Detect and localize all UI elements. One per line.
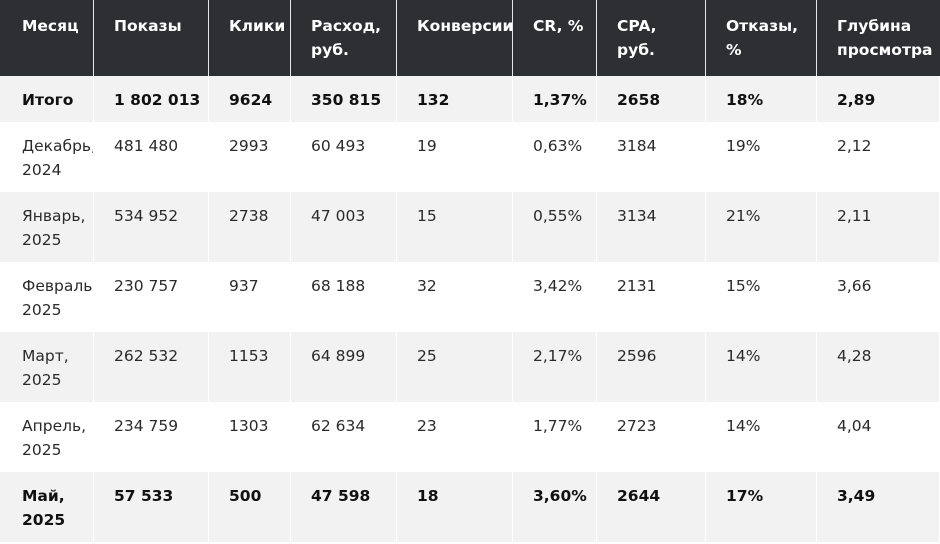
row-depth: 2,11 [817, 192, 940, 262]
header-month: Месяц [0, 0, 94, 76]
row-cr: 0,63% [513, 122, 597, 192]
row-clicks: 937 [209, 262, 291, 332]
row-cpa: 2596 [597, 332, 706, 402]
table-header: Месяц Показы Клики Расход, руб. Конверсии… [0, 0, 940, 76]
row-clicks: 1303 [209, 402, 291, 472]
total-row: Итого 1 802 013 9624 350 815 132 1,37% 2… [0, 76, 940, 122]
total-clicks: 9624 [209, 76, 291, 122]
row-spend: 47 003 [291, 192, 397, 262]
row-spend: 47 598 [291, 472, 397, 542]
row-impressions: 262 532 [94, 332, 209, 402]
row-spend: 68 188 [291, 262, 397, 332]
row-clicks: 2993 [209, 122, 291, 192]
row-conversions: 18 [397, 472, 513, 542]
row-cpa: 2131 [597, 262, 706, 332]
table-row: Апрель, 2025 234 759 1303 62 634 23 1,77%… [0, 402, 940, 472]
row-month: Апрель, 2025 [0, 402, 94, 472]
row-clicks: 500 [209, 472, 291, 542]
row-conversions: 32 [397, 262, 513, 332]
row-conversions: 23 [397, 402, 513, 472]
table-body: Итого 1 802 013 9624 350 815 132 1,37% 2… [0, 76, 940, 542]
row-depth: 4,28 [817, 332, 940, 402]
row-bounces: 14% [706, 332, 817, 402]
row-impressions: 57 533 [94, 472, 209, 542]
header-clicks: Клики [209, 0, 291, 76]
row-month: Декабрь, 2024 [0, 122, 94, 192]
total-label: Итого [0, 76, 94, 122]
header-spend: Расход, руб. [291, 0, 397, 76]
row-cr: 3,42% [513, 262, 597, 332]
row-cr: 0,55% [513, 192, 597, 262]
row-bounces: 21% [706, 192, 817, 262]
row-bounces: 19% [706, 122, 817, 192]
row-impressions: 534 952 [94, 192, 209, 262]
row-conversions: 25 [397, 332, 513, 402]
row-depth: 2,12 [817, 122, 940, 192]
header-cpa: CPA, руб. [597, 0, 706, 76]
total-impressions: 1 802 013 [94, 76, 209, 122]
table-row: Март, 2025 262 532 1153 64 899 25 2,17% 2… [0, 332, 940, 402]
total-cr: 1,37% [513, 76, 597, 122]
table-row: Январь, 2025 534 952 2738 47 003 15 0,55%… [0, 192, 940, 262]
row-cr: 3,60% [513, 472, 597, 542]
header-impressions: Показы [94, 0, 209, 76]
table-row: Май, 2025 57 533 500 47 598 18 3,60% 2644… [0, 472, 940, 542]
row-depth: 4,04 [817, 402, 940, 472]
row-cpa: 2644 [597, 472, 706, 542]
row-cr: 1,77% [513, 402, 597, 472]
row-clicks: 1153 [209, 332, 291, 402]
header-cr: CR, % [513, 0, 597, 76]
header-depth: Глубина просмотра [817, 0, 940, 76]
row-month: Май, 2025 [0, 472, 94, 542]
row-impressions: 234 759 [94, 402, 209, 472]
total-conversions: 132 [397, 76, 513, 122]
row-month: Январь, 2025 [0, 192, 94, 262]
row-impressions: 481 480 [94, 122, 209, 192]
row-bounces: 14% [706, 402, 817, 472]
row-bounces: 17% [706, 472, 817, 542]
row-spend: 60 493 [291, 122, 397, 192]
row-month: Март, 2025 [0, 332, 94, 402]
row-spend: 62 634 [291, 402, 397, 472]
row-month: Февраль, 2025 [0, 262, 94, 332]
row-depth: 3,49 [817, 472, 940, 542]
row-cpa: 3134 [597, 192, 706, 262]
header-conversions: Конверсии [397, 0, 513, 76]
row-bounces: 15% [706, 262, 817, 332]
total-depth: 2,89 [817, 76, 940, 122]
row-conversions: 19 [397, 122, 513, 192]
row-conversions: 15 [397, 192, 513, 262]
header-row: Месяц Показы Клики Расход, руб. Конверсии… [0, 0, 940, 76]
row-depth: 3,66 [817, 262, 940, 332]
row-cpa: 3184 [597, 122, 706, 192]
total-spend: 350 815 [291, 76, 397, 122]
row-spend: 64 899 [291, 332, 397, 402]
row-impressions: 230 757 [94, 262, 209, 332]
total-cpa: 2658 [597, 76, 706, 122]
table-row: Декабрь, 2024 481 480 2993 60 493 19 0,63… [0, 122, 940, 192]
table-row: Февраль, 2025 230 757 937 68 188 32 3,42%… [0, 262, 940, 332]
row-cpa: 2723 [597, 402, 706, 472]
row-cr: 2,17% [513, 332, 597, 402]
header-bounces: Отказы,% [706, 0, 817, 76]
row-clicks: 2738 [209, 192, 291, 262]
total-bounces: 18% [706, 76, 817, 122]
